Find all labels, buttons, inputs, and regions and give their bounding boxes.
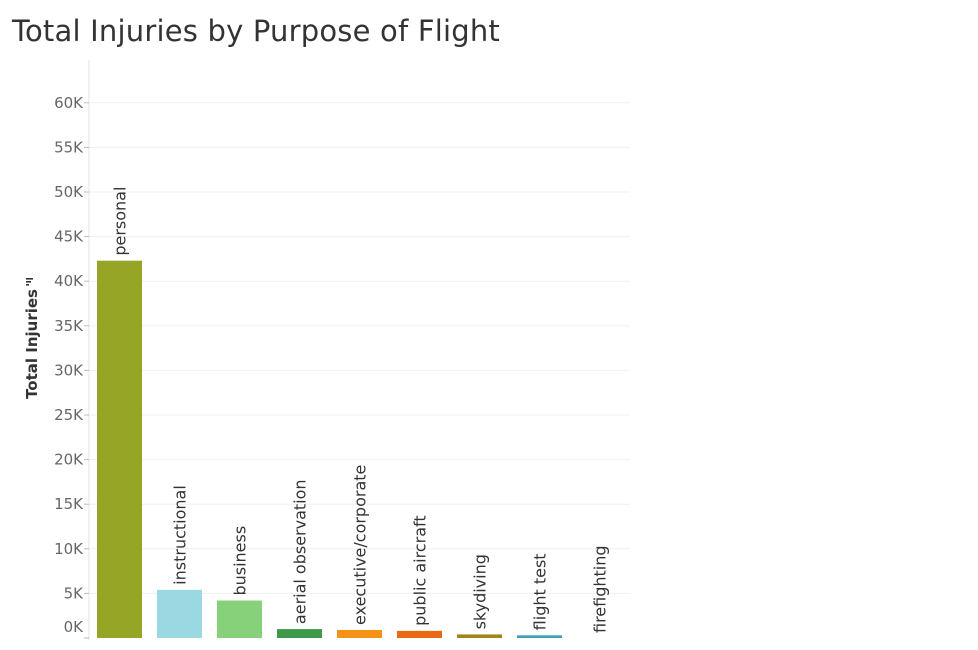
bar-label: business	[231, 526, 250, 596]
y-tick-label: 5K	[64, 584, 85, 602]
bar-aerial-observation[interactable]	[277, 629, 322, 638]
bar-skydiving[interactable]	[457, 634, 502, 638]
sort-icon-bar	[26, 284, 29, 286]
sort-descending-icon[interactable]	[26, 278, 33, 286]
bar-business[interactable]	[217, 600, 262, 638]
y-tick-label: 0K	[64, 618, 85, 636]
bar-instructional[interactable]	[157, 589, 202, 638]
bar-personal[interactable]	[97, 260, 142, 638]
y-tick-label: 30K	[54, 361, 84, 379]
bar-label: flight test	[531, 553, 550, 630]
bar-flight-test[interactable]	[517, 635, 562, 638]
y-tick-label: 25K	[54, 406, 84, 424]
bar-label: skydiving	[471, 554, 490, 629]
y-tick-label: 60K	[54, 94, 84, 112]
bar-public-aircraft[interactable]	[397, 630, 442, 638]
y-tick-label: 40K	[54, 272, 84, 290]
sort-icon-bar	[26, 281, 31, 283]
y-tick-label: 35K	[54, 317, 84, 335]
y-tick-label: 55K	[54, 138, 84, 156]
y-tick-label: 50K	[54, 183, 84, 201]
bar-label: personal	[111, 187, 130, 256]
sort-icon-bar	[26, 278, 33, 280]
y-tick-label: 10K	[54, 540, 84, 558]
bar-executive-corporate[interactable]	[337, 629, 382, 638]
bar-label: public aircraft	[411, 515, 430, 626]
bar-label: aerial observation	[291, 479, 310, 624]
y-tick-label: 15K	[54, 495, 84, 513]
bar-label: executive/corporate	[351, 465, 370, 625]
y-tick-label: 45K	[54, 228, 84, 246]
y-tick-label: 20K	[54, 451, 84, 469]
chart-title: Total Injuries by Purpose of Flight	[12, 14, 500, 48]
bar-label: instructional	[171, 485, 190, 585]
y-axis-title: Total Injuries	[23, 289, 41, 399]
bar-label: firefighting	[591, 545, 610, 633]
